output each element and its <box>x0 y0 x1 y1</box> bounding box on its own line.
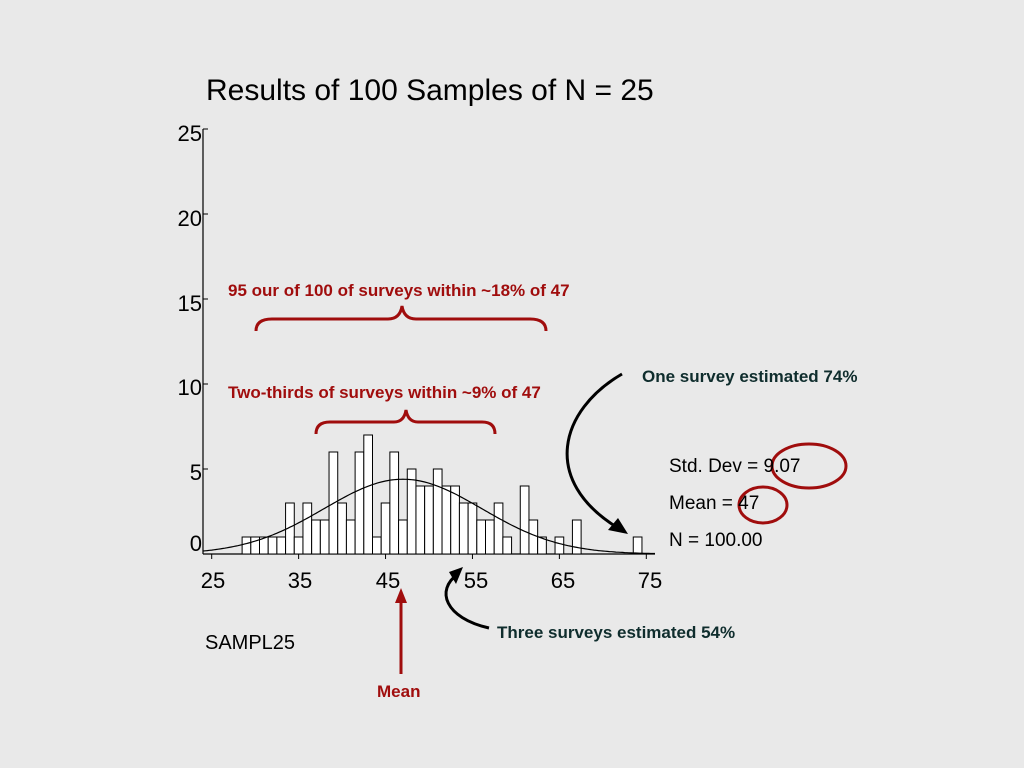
histogram-bar <box>311 519 321 555</box>
annotation-two-thirds: Two-thirds of surveys within ~9% of 47 <box>228 383 541 402</box>
y-tick-label: 20 <box>177 206 202 231</box>
x-tick-label: 25 <box>200 568 226 593</box>
histogram-bar <box>415 485 426 555</box>
y-tick-label: 0 <box>189 531 202 556</box>
circle-mean <box>737 485 789 525</box>
histogram-bar <box>467 502 478 555</box>
brace-two-thirds <box>314 409 497 435</box>
x-tick-marks <box>211 554 647 559</box>
histogram-bar <box>302 502 313 555</box>
histogram-bar <box>476 519 486 555</box>
histogram-bar <box>345 519 356 555</box>
histogram-bar <box>293 536 304 555</box>
x-tick-label: 45 <box>375 568 401 593</box>
x-tick-label: 75 <box>637 568 663 593</box>
histogram-bar <box>528 519 539 555</box>
histogram-bar <box>372 536 382 555</box>
histogram-bar <box>424 485 434 555</box>
annotation-mean: Mean <box>377 682 421 701</box>
histogram-bar <box>276 536 287 555</box>
y-tick-label: 10 <box>177 375 202 400</box>
arrowhead-one-survey <box>608 518 628 534</box>
brace-95-percent <box>254 305 548 332</box>
stat-std-dev: Std. Dev = 9.07 <box>669 456 801 477</box>
histogram-bar <box>632 536 643 555</box>
histogram-bar <box>502 536 513 555</box>
histogram-bar <box>267 536 278 555</box>
annotation-one-survey: One survey estimated 74% <box>642 367 858 386</box>
histogram-bar <box>432 468 443 555</box>
circle-std-dev <box>770 442 848 490</box>
histogram-bar <box>319 519 330 555</box>
annotation-three-surveys: Three surveys estimated 54% <box>497 623 736 642</box>
histogram-bar <box>450 485 460 555</box>
histogram-bar <box>406 468 417 555</box>
histogram-bar <box>241 536 252 555</box>
y-tick-marks <box>203 128 208 555</box>
arrow-three-surveys <box>444 572 490 630</box>
stat-n: N = 100.00 <box>669 530 763 551</box>
arrowhead-mean <box>395 588 407 603</box>
histogram-bar <box>485 519 495 555</box>
y-tick-label: 15 <box>177 291 202 316</box>
histogram-bar <box>441 485 452 555</box>
stat-mean: Mean = 47 <box>669 493 760 514</box>
histogram-bar <box>398 519 408 555</box>
histogram-bar <box>537 536 547 555</box>
histogram-bar <box>493 502 504 555</box>
x-tick-label: 65 <box>550 568 576 593</box>
y-tick-label: 5 <box>189 460 202 485</box>
histogram-bar <box>337 502 347 555</box>
y-tick-label: 25 <box>177 121 202 146</box>
histogram-bar <box>519 485 530 555</box>
annotation-95-percent: 95 our of 100 of surveys within ~18% of … <box>228 281 570 300</box>
histogram-bar <box>458 502 469 555</box>
histogram-bar <box>354 451 365 555</box>
histogram-bars <box>241 434 643 555</box>
x-tick-label: 55 <box>463 568 489 593</box>
histogram-bar <box>285 502 295 555</box>
histogram-bar <box>363 434 373 555</box>
histogram-bar <box>380 502 391 555</box>
chart-title: Results of 100 Samples of N = 25 <box>206 74 654 107</box>
histogram-bar <box>554 536 565 555</box>
x-axis-label: SAMPL25 <box>205 632 296 654</box>
histogram-bar <box>389 451 400 555</box>
arrowhead-three-surveys <box>449 567 463 584</box>
normal-curve <box>202 478 655 555</box>
arrow-one-survey <box>565 372 623 530</box>
histogram-bar <box>571 519 582 555</box>
x-tick-label: 35 <box>287 568 313 593</box>
